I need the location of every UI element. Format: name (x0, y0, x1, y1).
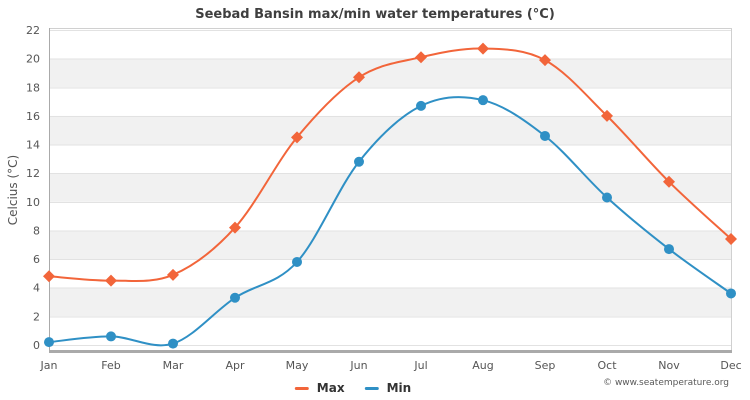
y-tick-label: 0 (33, 339, 40, 352)
background-band (49, 58, 731, 88)
y-tick-label: 10 (26, 196, 40, 209)
min-series-swatch (364, 386, 379, 390)
max-data-point (229, 221, 241, 234)
y-tick-label: 8 (33, 224, 40, 237)
min-data-point (540, 130, 550, 141)
y-tick-label: 12 (26, 167, 40, 180)
legend-item-max: Max (294, 381, 345, 395)
x-tick-label: Jun (349, 359, 367, 372)
max-data-point (415, 51, 427, 64)
x-tick-label: Feb (101, 359, 120, 372)
y-tick-label: 14 (26, 139, 40, 152)
max-data-point (725, 233, 737, 246)
min-data-point (106, 331, 116, 342)
max-data-point (663, 175, 675, 188)
min-data-point (44, 337, 54, 348)
background-band (49, 287, 731, 317)
x-tick-label: Jul (413, 359, 427, 372)
min-data-point (602, 192, 612, 203)
x-tick-label: Sep (535, 359, 556, 372)
x-tick-label: Oct (597, 359, 617, 372)
x-tick-label: Nov (658, 359, 680, 372)
max-series-swatch (294, 386, 309, 390)
max-data-point (291, 131, 303, 144)
max-data-point (167, 268, 179, 281)
max-data-point (43, 270, 55, 283)
background-band (49, 173, 731, 202)
background-band (49, 115, 731, 145)
min-data-point (478, 95, 488, 106)
x-tick-label: May (286, 359, 309, 372)
y-tick-label: 20 (26, 53, 40, 66)
max-data-point (601, 109, 613, 122)
min-data-point (726, 288, 736, 299)
legend: Max Min (294, 381, 412, 395)
y-tick-label: 6 (33, 253, 40, 266)
chart-title: Seebad Bansin max/min water temperatures… (195, 7, 555, 22)
y-tick-label: 2 (33, 310, 40, 323)
background-band (49, 230, 731, 260)
x-tick-label: Jan (40, 359, 58, 372)
min-data-point (664, 244, 674, 255)
min-data-point (354, 156, 364, 167)
y-tick-label: 16 (26, 110, 40, 123)
y-tick-label: 18 (26, 81, 40, 94)
copyright-footer: © www.seatemperature.org (603, 378, 729, 388)
max-data-point (477, 42, 489, 55)
min-data-point (230, 292, 240, 303)
min-data-point (292, 256, 302, 267)
x-tick-label: Dec (720, 359, 741, 372)
max-data-point (353, 71, 365, 84)
x-tick-label: Aug (472, 359, 493, 372)
x-tick-label: Apr (225, 359, 245, 372)
y-tick-label: 4 (33, 282, 40, 295)
max-data-point (539, 54, 551, 67)
x-tick-label: Mar (163, 359, 184, 372)
min-data-point (416, 100, 426, 111)
max-series-label: Max (316, 381, 345, 395)
min-series-label: Min (386, 381, 412, 395)
min-data-point (168, 338, 178, 349)
max-data-point (105, 274, 117, 287)
legend-item-min: Min (364, 381, 412, 395)
x-axis-line (49, 350, 732, 353)
y-tick-label: 22 (26, 24, 40, 37)
